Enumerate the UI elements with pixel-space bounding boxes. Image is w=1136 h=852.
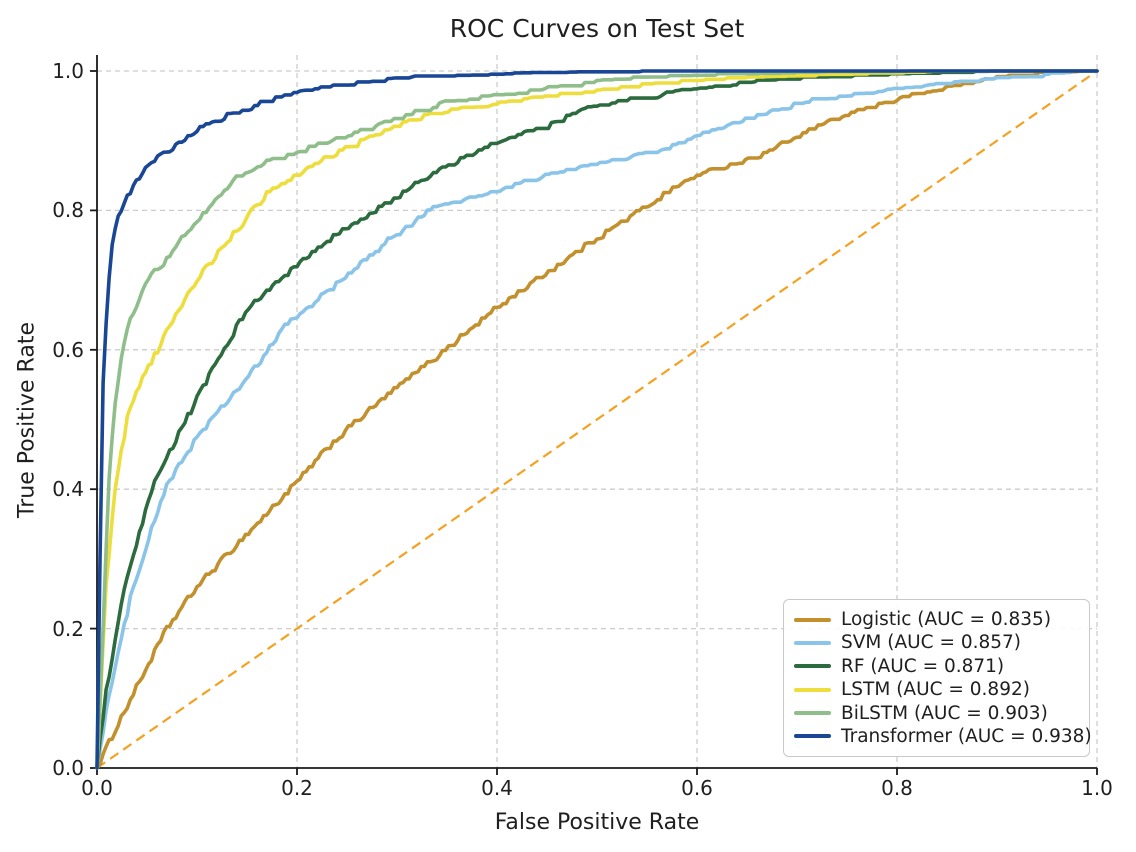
legend-swatch-lstm — [794, 687, 831, 692]
chart-title: ROC Curves on Test Set — [449, 14, 745, 43]
x-tick-label-0.8: 0.8 — [881, 776, 913, 800]
legend-item-lstm: LSTM (AUC = 0.892) — [794, 678, 1079, 701]
y-tick-label-0.0: 0.0 — [52, 756, 84, 780]
legend-item-transformer: Transformer (AUC = 0.938) — [794, 725, 1092, 748]
legend-swatch-svm — [794, 640, 831, 645]
roc-curve-transformer — [95, 69, 1099, 770]
legend-swatch-bilstm — [794, 711, 831, 716]
x-tick-label-0.2: 0.2 — [281, 776, 313, 800]
roc-curve-logistic — [95, 69, 1099, 770]
legend-label: Transformer (AUC = 0.938) — [841, 725, 1092, 747]
x-tick-label-0.4: 0.4 — [481, 776, 513, 800]
legend-swatch-transformer — [794, 734, 831, 739]
x-tick-label-1.0: 1.0 — [1081, 776, 1113, 800]
legend-item-rf: RF (AUC = 0.871) — [794, 655, 1079, 678]
legend-item-bilstm: BiLSTM (AUC = 0.903) — [794, 702, 1079, 725]
x-axis-label: False Positive Rate — [494, 810, 700, 835]
x-tick-label-0.0: 0.0 — [81, 776, 113, 800]
legend-item-logistic: Logistic (AUC = 0.835) — [794, 608, 1079, 631]
legend-swatch-rf — [794, 664, 831, 669]
legend-label: RF (AUC = 0.871) — [841, 655, 1005, 677]
y-tick-label-0.6: 0.6 — [52, 337, 84, 362]
y-tick-label-1.0: 1.0 — [52, 59, 84, 83]
roc-curve-svm — [95, 69, 1099, 770]
chance-diagonal-line — [96, 70, 1098, 769]
y-tick-label-0.4: 0.4 — [52, 477, 84, 502]
legend: Logistic (AUC = 0.835) SVM (AUC = 0.857) R… — [783, 599, 1092, 757]
legend-label: BiLSTM (AUC = 0.903) — [841, 702, 1048, 724]
legend-item-svm: SVM (AUC = 0.857) — [794, 631, 1079, 654]
legend-label: Logistic (AUC = 0.835) — [841, 609, 1052, 630]
y-tick-label-0.8: 0.8 — [52, 198, 84, 223]
legend-label: LSTM (AUC = 0.892) — [841, 679, 1030, 701]
legend-label: SVM (AUC = 0.857) — [841, 632, 1022, 654]
legend-swatch-logistic — [794, 617, 831, 622]
y-tick-label-0.2: 0.2 — [52, 616, 84, 641]
x-tick-label-0.6: 0.6 — [681, 776, 713, 800]
